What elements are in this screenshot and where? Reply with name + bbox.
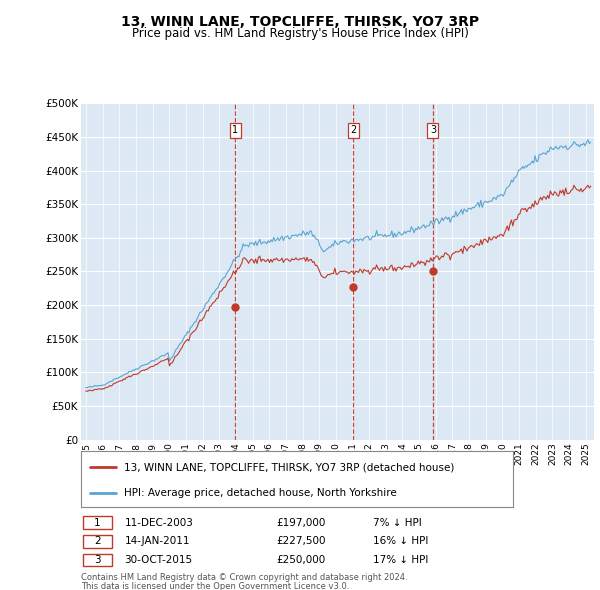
FancyBboxPatch shape: [83, 516, 112, 529]
Text: 30-OCT-2015: 30-OCT-2015: [125, 555, 193, 565]
Text: This data is licensed under the Open Government Licence v3.0.: This data is licensed under the Open Gov…: [81, 582, 349, 590]
Text: Contains HM Land Registry data © Crown copyright and database right 2024.: Contains HM Land Registry data © Crown c…: [81, 573, 407, 582]
FancyBboxPatch shape: [83, 553, 112, 566]
FancyBboxPatch shape: [83, 535, 112, 548]
Text: 1: 1: [94, 517, 101, 527]
Text: 17% ↓ HPI: 17% ↓ HPI: [373, 555, 429, 565]
Text: £227,500: £227,500: [276, 536, 325, 546]
Text: 13, WINN LANE, TOPCLIFFE, THIRSK, YO7 3RP (detached house): 13, WINN LANE, TOPCLIFFE, THIRSK, YO7 3R…: [124, 462, 455, 472]
Text: 2: 2: [350, 125, 356, 135]
Text: 3: 3: [430, 125, 436, 135]
Text: 3: 3: [94, 555, 101, 565]
Text: £197,000: £197,000: [276, 517, 325, 527]
Text: HPI: Average price, detached house, North Yorkshire: HPI: Average price, detached house, Nort…: [124, 488, 397, 498]
Text: £250,000: £250,000: [276, 555, 325, 565]
Text: 16% ↓ HPI: 16% ↓ HPI: [373, 536, 429, 546]
Text: 1: 1: [232, 125, 238, 135]
Text: 7% ↓ HPI: 7% ↓ HPI: [373, 517, 422, 527]
Text: 14-JAN-2011: 14-JAN-2011: [125, 536, 190, 546]
Text: Price paid vs. HM Land Registry's House Price Index (HPI): Price paid vs. HM Land Registry's House …: [131, 27, 469, 40]
Text: 13, WINN LANE, TOPCLIFFE, THIRSK, YO7 3RP: 13, WINN LANE, TOPCLIFFE, THIRSK, YO7 3R…: [121, 15, 479, 29]
Text: 11-DEC-2003: 11-DEC-2003: [125, 517, 193, 527]
Text: 2: 2: [94, 536, 101, 546]
